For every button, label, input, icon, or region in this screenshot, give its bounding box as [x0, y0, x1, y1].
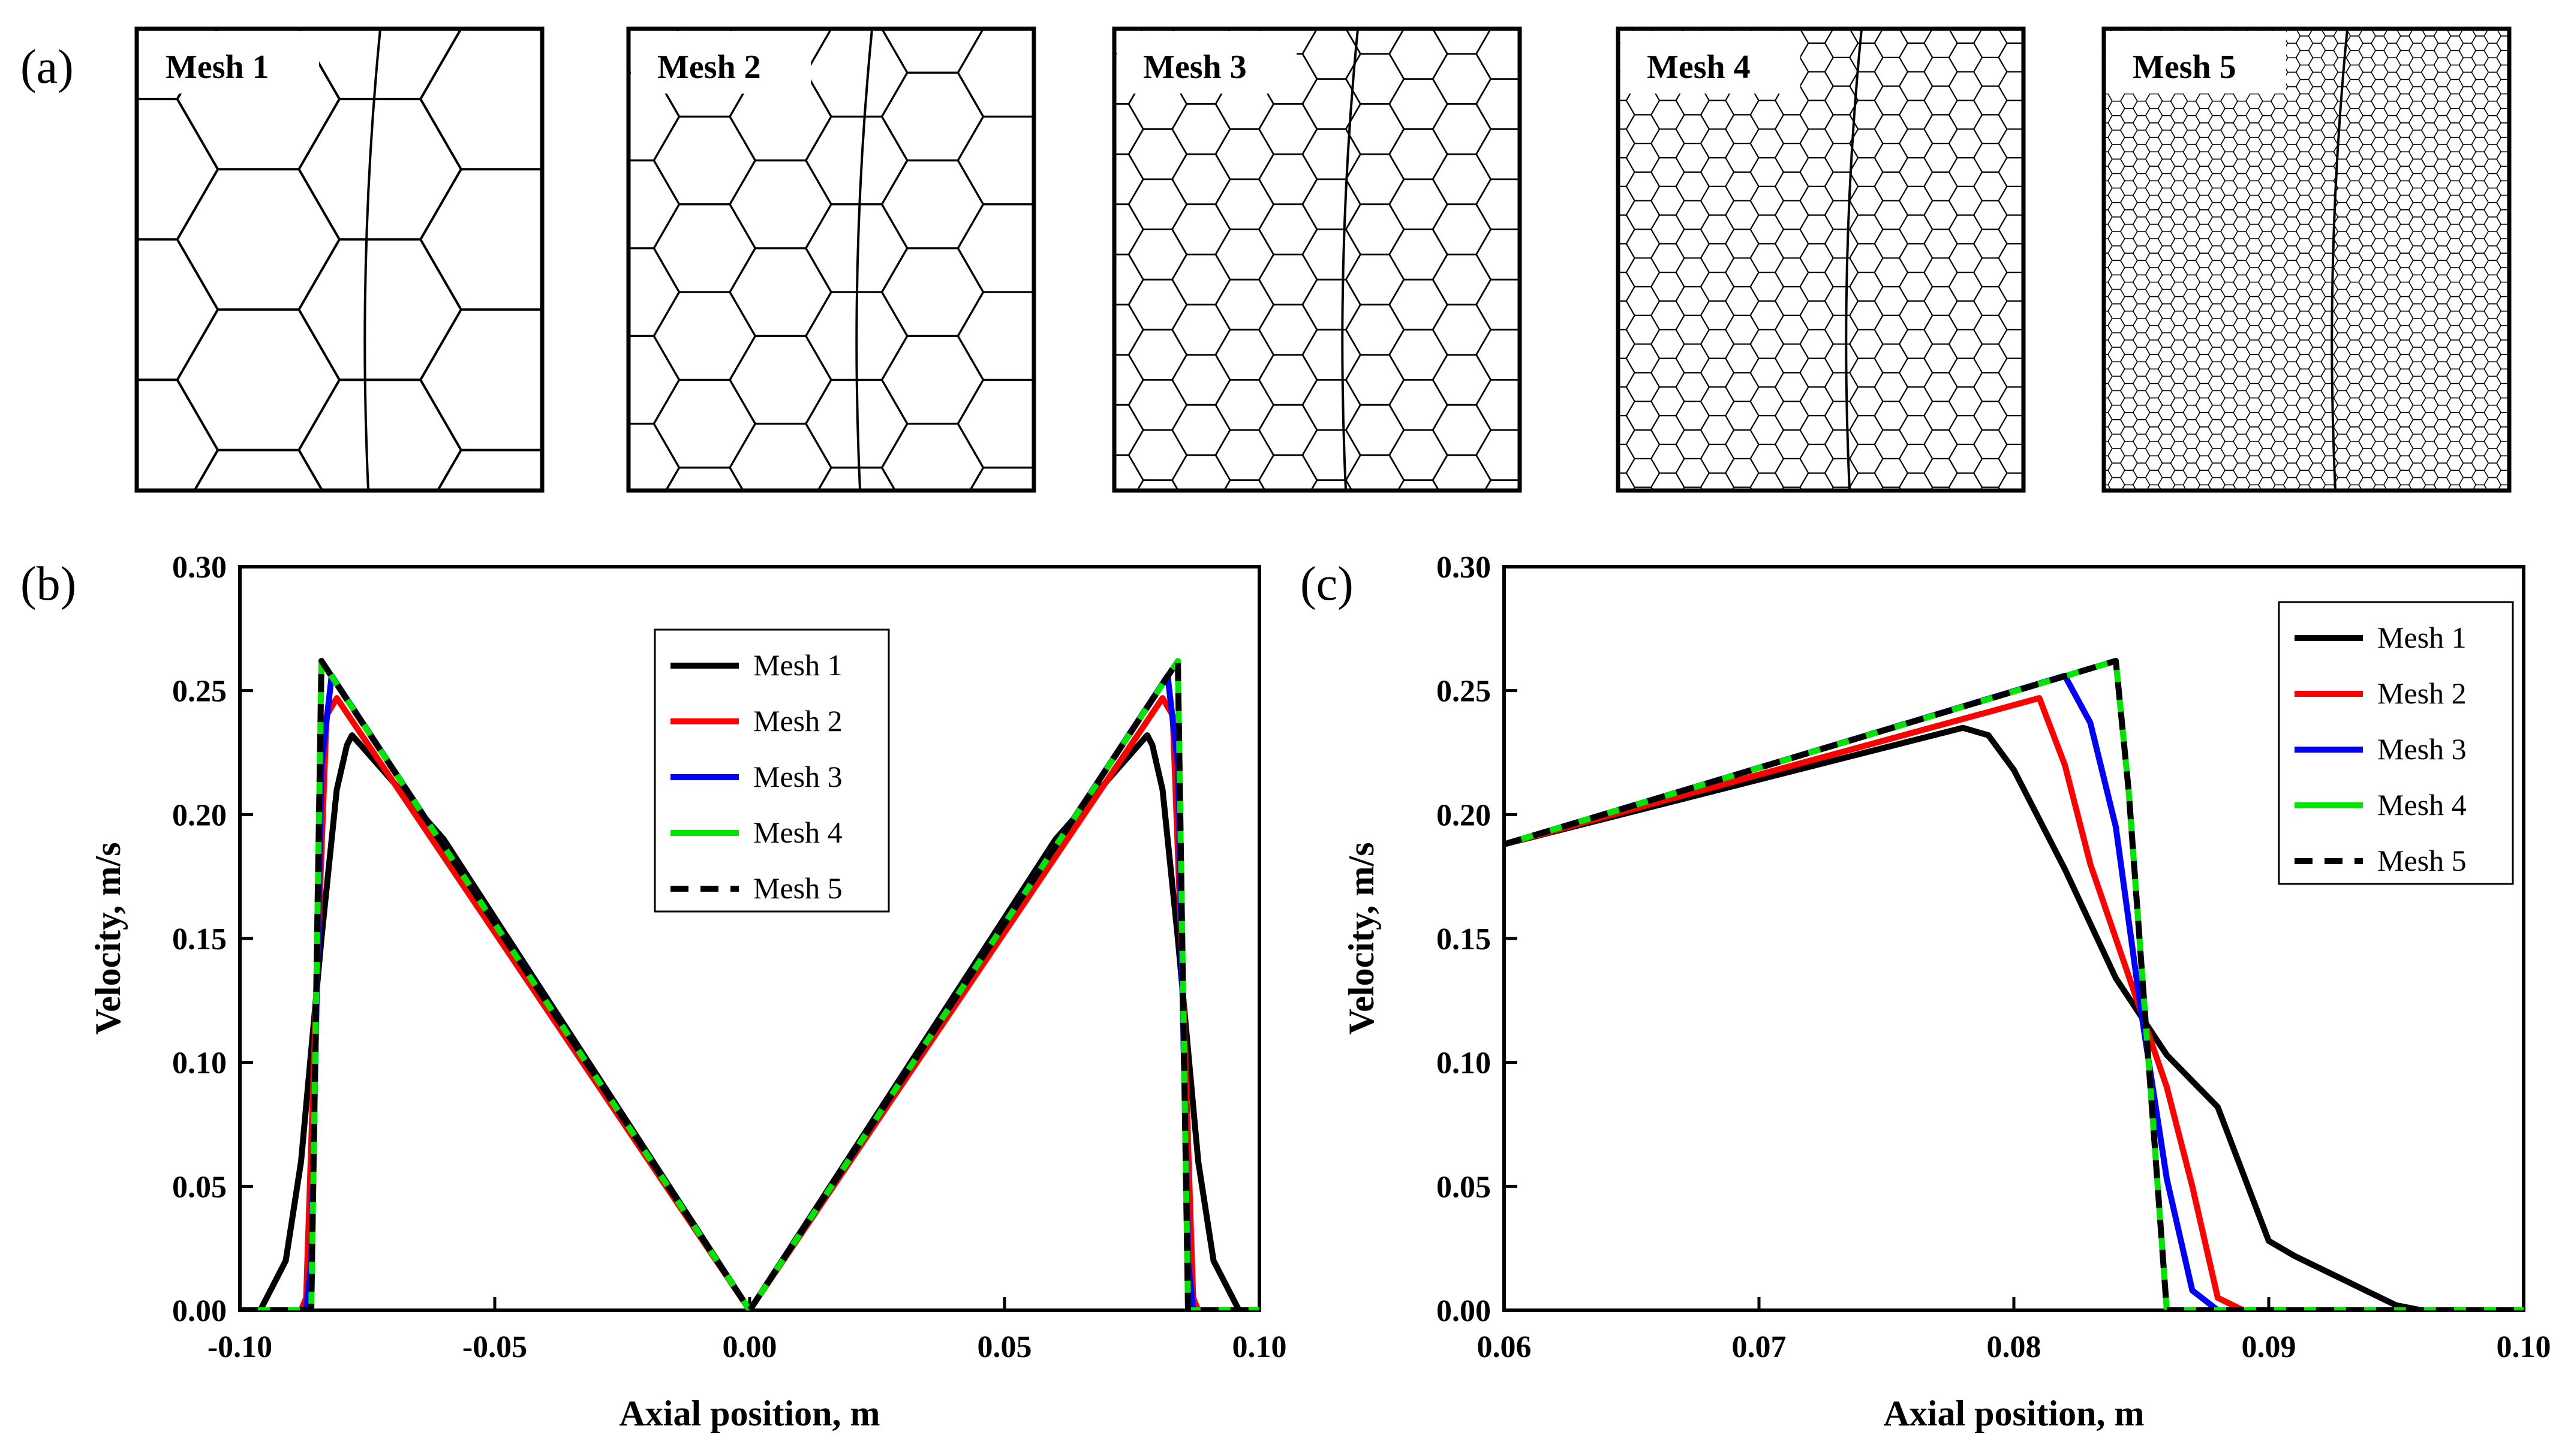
series-line-mesh-1 — [240, 732, 1259, 1310]
x-tick-label: 0.09 — [2242, 1330, 2296, 1364]
legend-label: Mesh 1 — [2377, 621, 2467, 654]
mesh-label: Mesh 2 — [657, 49, 761, 86]
mesh-panel: Mesh 4 — [1616, 26, 2026, 493]
mesh-panel: Mesh 1 — [134, 26, 545, 493]
legend-box — [654, 628, 890, 913]
chart-c: 0.00 0.05 0.10 0.15 0.20 0.25 0.30 0.06 0.07 0.08… — [1342, 550, 2551, 1433]
mesh-panel: Mesh 3 — [1112, 26, 1522, 493]
mesh-label-bg — [1620, 31, 1800, 94]
x-tick-label: 0.00 — [723, 1330, 777, 1364]
x-tick-label: -0.10 — [208, 1330, 272, 1364]
mesh-cells — [2104, 29, 2509, 491]
mesh-interface-line — [363, 29, 382, 491]
mesh-cells — [629, 29, 1034, 491]
mesh-cell-edges — [137, 29, 542, 491]
y-tick-label: 0.00 — [1436, 1294, 1491, 1328]
mesh-frame — [1112, 26, 1522, 493]
mesh-row: Mesh 1 Mesh 2 Mesh 3 Mesh 4 Mesh 5 — [134, 26, 2512, 493]
x-tick-label: 0.10 — [2497, 1330, 2551, 1364]
y-tick-label: 0.30 — [172, 550, 227, 585]
legend-label: Mesh 5 — [2377, 844, 2467, 877]
legend-label: Mesh 3 — [753, 760, 843, 793]
mesh-label: Mesh 5 — [2133, 49, 2236, 86]
legend-label: Mesh 1 — [753, 648, 843, 682]
y-tick-label: 0.15 — [172, 922, 227, 956]
x-tick-label: 0.08 — [1987, 1330, 2041, 1364]
legend-box — [2278, 601, 2514, 885]
series-group — [1504, 658, 2524, 1310]
chart-b: 0.00 0.05 0.10 0.15 0.20 0.25 0.30 -0.10 -0.05 0.… — [88, 550, 1287, 1433]
legend-label: Mesh 2 — [2377, 676, 2467, 710]
x-tick-label: 0.07 — [1732, 1330, 1787, 1364]
mesh-frame — [134, 26, 545, 493]
mesh-cell-edges — [1114, 29, 1520, 491]
mesh-cells — [1618, 29, 2023, 491]
series-line-mesh-1 — [1504, 724, 2524, 1310]
mesh-frame — [2101, 26, 2512, 493]
mesh-interface-line — [2331, 29, 2349, 491]
mesh-label: Mesh 3 — [1143, 49, 1247, 86]
x-axis-title: Axial position, m — [619, 1394, 880, 1433]
mesh-cells — [137, 29, 542, 491]
y-tick-label: 0.15 — [1436, 922, 1491, 956]
panel-a-tag: (a) — [20, 41, 74, 94]
x-tick-label: -0.05 — [462, 1330, 527, 1364]
series-line-mesh-3 — [1504, 672, 2524, 1310]
x-tick-label: 0.10 — [1232, 1330, 1287, 1364]
mesh-frame — [1616, 26, 2026, 493]
y-tick-label: 0.20 — [1436, 798, 1491, 832]
x-tick-label: 0.06 — [1477, 1330, 1532, 1364]
legend-label: Mesh 4 — [2377, 788, 2467, 822]
mesh-interface-line — [1845, 29, 1863, 491]
mesh-label-bg — [1117, 31, 1297, 94]
legend-label: Mesh 3 — [2377, 732, 2467, 766]
legend-label: Mesh 4 — [753, 816, 843, 849]
y-tick-label: 0.25 — [172, 675, 227, 709]
mesh-label-bg — [139, 31, 319, 94]
mesh-panel: Mesh 2 — [626, 26, 1036, 493]
legend: Mesh 1 Mesh 2 Mesh 3 Mesh 4 Mesh 5 — [654, 628, 890, 913]
legend-label: Mesh 5 — [753, 871, 843, 905]
y-tick-label: 0.25 — [1436, 675, 1491, 709]
series-group — [240, 658, 1259, 1310]
y-tick-label: 0.05 — [1436, 1170, 1491, 1204]
y-tick-label: 0.10 — [172, 1046, 227, 1081]
y-axis-title: Velocity, m/s — [1342, 842, 1381, 1034]
y-tick-label: 0.30 — [1436, 550, 1491, 585]
y-tick-label: 0.20 — [172, 798, 227, 832]
mesh-interface-line — [1341, 29, 1360, 491]
legend-label: Mesh 2 — [753, 704, 843, 738]
mesh-panel: Mesh 5 — [2101, 26, 2512, 493]
y-tick-label: 0.00 — [172, 1294, 227, 1328]
mesh-cells — [1114, 29, 1520, 491]
x-axis-title: Axial position, m — [1883, 1394, 2144, 1433]
mesh-label-bg — [2106, 31, 2286, 94]
y-axis-title: Velocity, m/s — [88, 842, 128, 1034]
mesh-label-bg — [631, 31, 811, 94]
panel-c-tag: (c) — [1300, 558, 1354, 610]
mesh-label: Mesh 1 — [166, 49, 269, 86]
y-tick-label: 0.05 — [172, 1170, 227, 1204]
mesh-label: Mesh 4 — [1647, 49, 1751, 86]
x-tick-label: 0.05 — [978, 1330, 1032, 1364]
panel-b-tag: (b) — [20, 558, 76, 610]
mesh-cell-edges — [1618, 29, 2023, 491]
series-line-mesh-5 — [1504, 658, 2524, 1310]
mesh-interface-line — [855, 29, 874, 491]
mesh-frame — [626, 26, 1036, 493]
legend: Mesh 1 Mesh 2 Mesh 3 Mesh 4 Mesh 5 — [2278, 601, 2514, 885]
y-tick-label: 0.10 — [1436, 1046, 1491, 1081]
